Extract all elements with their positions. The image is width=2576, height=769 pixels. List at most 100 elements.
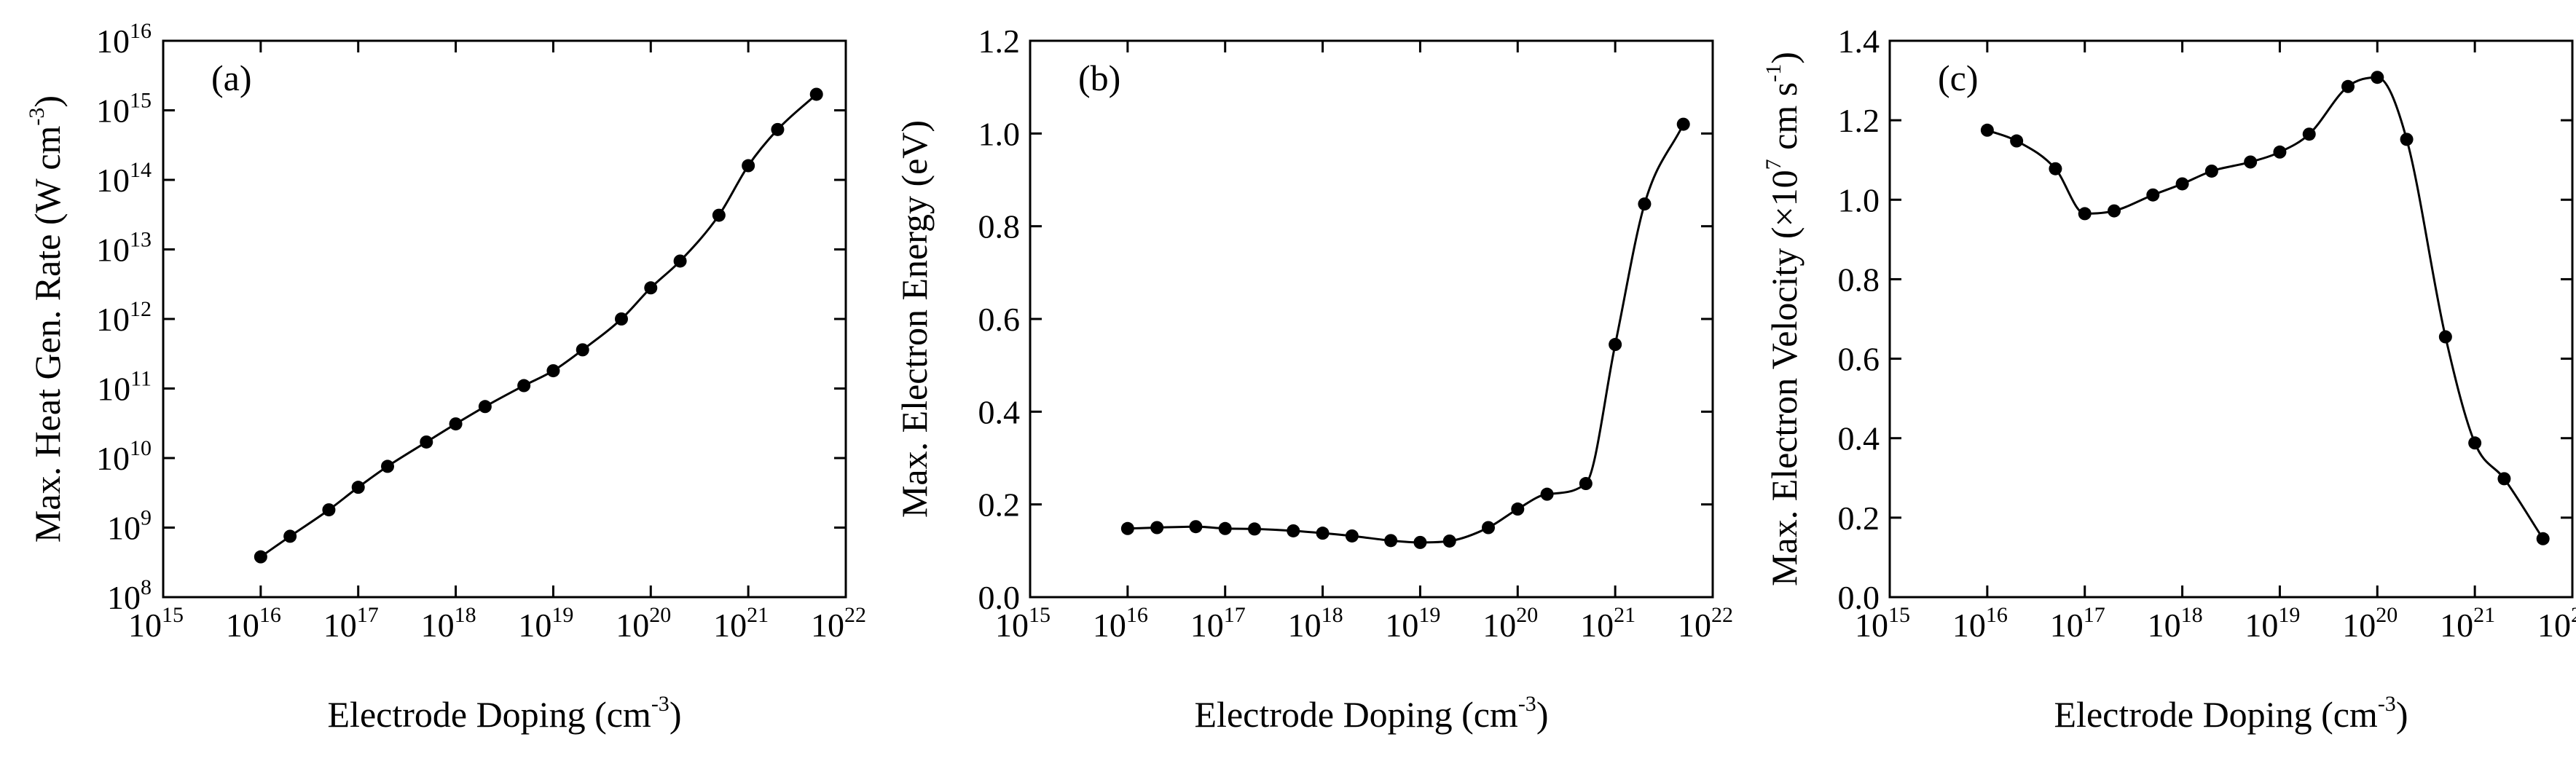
- data-point: [2108, 204, 2121, 218]
- x-tick-exponent: 22: [844, 603, 866, 627]
- x-axis-label-sup: -3: [651, 692, 669, 716]
- plot-frame: [1888, 39, 2574, 599]
- x-tick-base: 10: [1190, 607, 1224, 644]
- panel-label-text: (a): [211, 58, 252, 98]
- x-tick-base: 10: [1093, 607, 1126, 644]
- y-tick-value: 1.4: [1838, 23, 1880, 60]
- y-tick-base: 10: [96, 301, 130, 338]
- data-point: [2302, 127, 2316, 141]
- y-tick-exponent: 10: [130, 436, 152, 460]
- data-point: [1287, 524, 1300, 537]
- x-tick-exponent: 15: [1029, 603, 1051, 627]
- y-tick-base: 10: [96, 232, 130, 269]
- data-point: [351, 481, 365, 494]
- x-tick-base: 10: [421, 607, 455, 644]
- data-point: [1384, 534, 1398, 548]
- x-tick-label: 1017: [323, 603, 379, 644]
- series-line: [1987, 76, 2544, 540]
- y-tick-label: 1014: [96, 158, 152, 199]
- y-tick-label: 1011: [97, 367, 152, 408]
- data-point: [381, 460, 395, 473]
- x-tick-label: 1016: [226, 603, 281, 644]
- x-tick-exponent: 20: [649, 603, 671, 627]
- y-tick-value: 1.2: [1838, 102, 1880, 139]
- y-tick-label: 1012: [96, 297, 152, 338]
- data-point: [2438, 330, 2452, 344]
- data-point: [1345, 529, 1359, 543]
- y-tick-base: 10: [96, 92, 130, 130]
- plot-frame: [162, 39, 847, 599]
- data-point: [2010, 134, 2024, 148]
- x-tick-label: 1015: [995, 603, 1051, 644]
- x-tick-exponent: 18: [1322, 603, 1343, 627]
- y-axis-label-sup: -3: [25, 108, 49, 126]
- panel-label: (b): [1078, 58, 1120, 98]
- y-tick-label: 0.2: [978, 486, 1021, 524]
- y-tick-label: 108: [107, 575, 152, 616]
- x-tick-base: 10: [1483, 607, 1516, 644]
- data-point: [2078, 207, 2092, 221]
- y-tick-label: 1016: [96, 19, 152, 60]
- data-point: [1120, 521, 1134, 535]
- y-tick-base: 10: [96, 23, 130, 60]
- x-tick-exponent: 16: [1986, 603, 2008, 627]
- data-point: [2371, 71, 2384, 84]
- x-tick-label: 1018: [421, 603, 476, 644]
- x-tick-exponent: 18: [455, 603, 476, 627]
- y-axis-label-main: Max. Electron Velocity (×10: [1764, 170, 1805, 586]
- x-tick-base: 10: [1580, 607, 1614, 644]
- x-axis-label: Electrode Doping (cm-3): [328, 692, 682, 735]
- data-point: [644, 281, 658, 295]
- x-axis-label-sup: -3: [2378, 692, 2396, 716]
- x-tick-exponent: 21: [747, 603, 769, 627]
- x-axis-label-main: Electrode Doping (cm: [328, 694, 651, 735]
- y-tick-value: 0.2: [978, 486, 1021, 524]
- data-point: [478, 400, 492, 414]
- y-tick-exponent: 9: [141, 506, 152, 530]
- x-tick-exponent: 20: [1516, 603, 1538, 627]
- x-tick-base: 10: [1288, 607, 1322, 644]
- x-tick-exponent: 15: [162, 603, 184, 627]
- x-tick-base: 10: [2440, 607, 2473, 644]
- y-axis-label: Max. Heat Gen. Rate (W cm-3): [25, 95, 68, 543]
- x-axis-label-main: Electrode Doping (cm: [1195, 694, 1518, 735]
- x-tick-exponent: 17: [1224, 603, 1246, 627]
- panel-b: 1015 1016 1017 1018 1019 1020 1021 10220.00.20.…: [894, 23, 1733, 735]
- y-axis-label-main: Max. Electron Energy (eV): [894, 120, 935, 518]
- data-point: [2146, 188, 2160, 202]
- panel-a: 1015 1016 1017 1018 1019 1020 1021 102210810910…: [25, 19, 866, 735]
- x-axis-label-main: Electrode Doping (cm: [2054, 694, 2378, 735]
- data-point: [322, 503, 336, 517]
- x-axis-label: Electrode Doping (cm-3): [1195, 692, 1549, 735]
- data-point: [1511, 502, 1525, 516]
- panel-c: 101510161017101810191020102110220.00.20.…: [1762, 23, 2576, 735]
- data-point: [546, 364, 560, 378]
- x-tick-label: 1020: [2342, 603, 2398, 644]
- y-tick-label: 1.2: [978, 23, 1021, 60]
- y-tick-label: 0.2: [1838, 500, 1880, 537]
- y-tick-label: 0.0: [1838, 579, 1880, 616]
- y-tick-base: 10: [107, 510, 141, 547]
- panel-label: (a): [211, 58, 252, 98]
- y-tick-label: 0.4: [978, 393, 1021, 430]
- x-tick-label: 1022: [2537, 603, 2576, 644]
- y-tick-exponent: 13: [130, 228, 152, 252]
- data-point: [1638, 197, 1652, 211]
- data-point: [771, 122, 785, 136]
- data-point: [2244, 155, 2258, 169]
- y-tick-label: 1010: [96, 436, 152, 477]
- panel-label-text: (c): [1938, 58, 1979, 98]
- y-axis-label-tail: cm s: [1764, 82, 1805, 159]
- x-tick-exponent: 18: [2181, 603, 2203, 627]
- x-tick-label: 1015: [128, 603, 184, 644]
- data-point: [1676, 117, 1690, 131]
- x-tick-label: 1019: [2245, 603, 2300, 644]
- y-tick-value: 0.2: [1838, 500, 1880, 537]
- x-tick-base: 10: [226, 607, 259, 644]
- y-tick-label: 1.2: [1838, 102, 1880, 139]
- data-point: [2175, 177, 2189, 191]
- x-tick-label: 1022: [811, 603, 866, 644]
- data-point: [712, 208, 726, 222]
- x-tick-label: 1021: [2440, 603, 2495, 644]
